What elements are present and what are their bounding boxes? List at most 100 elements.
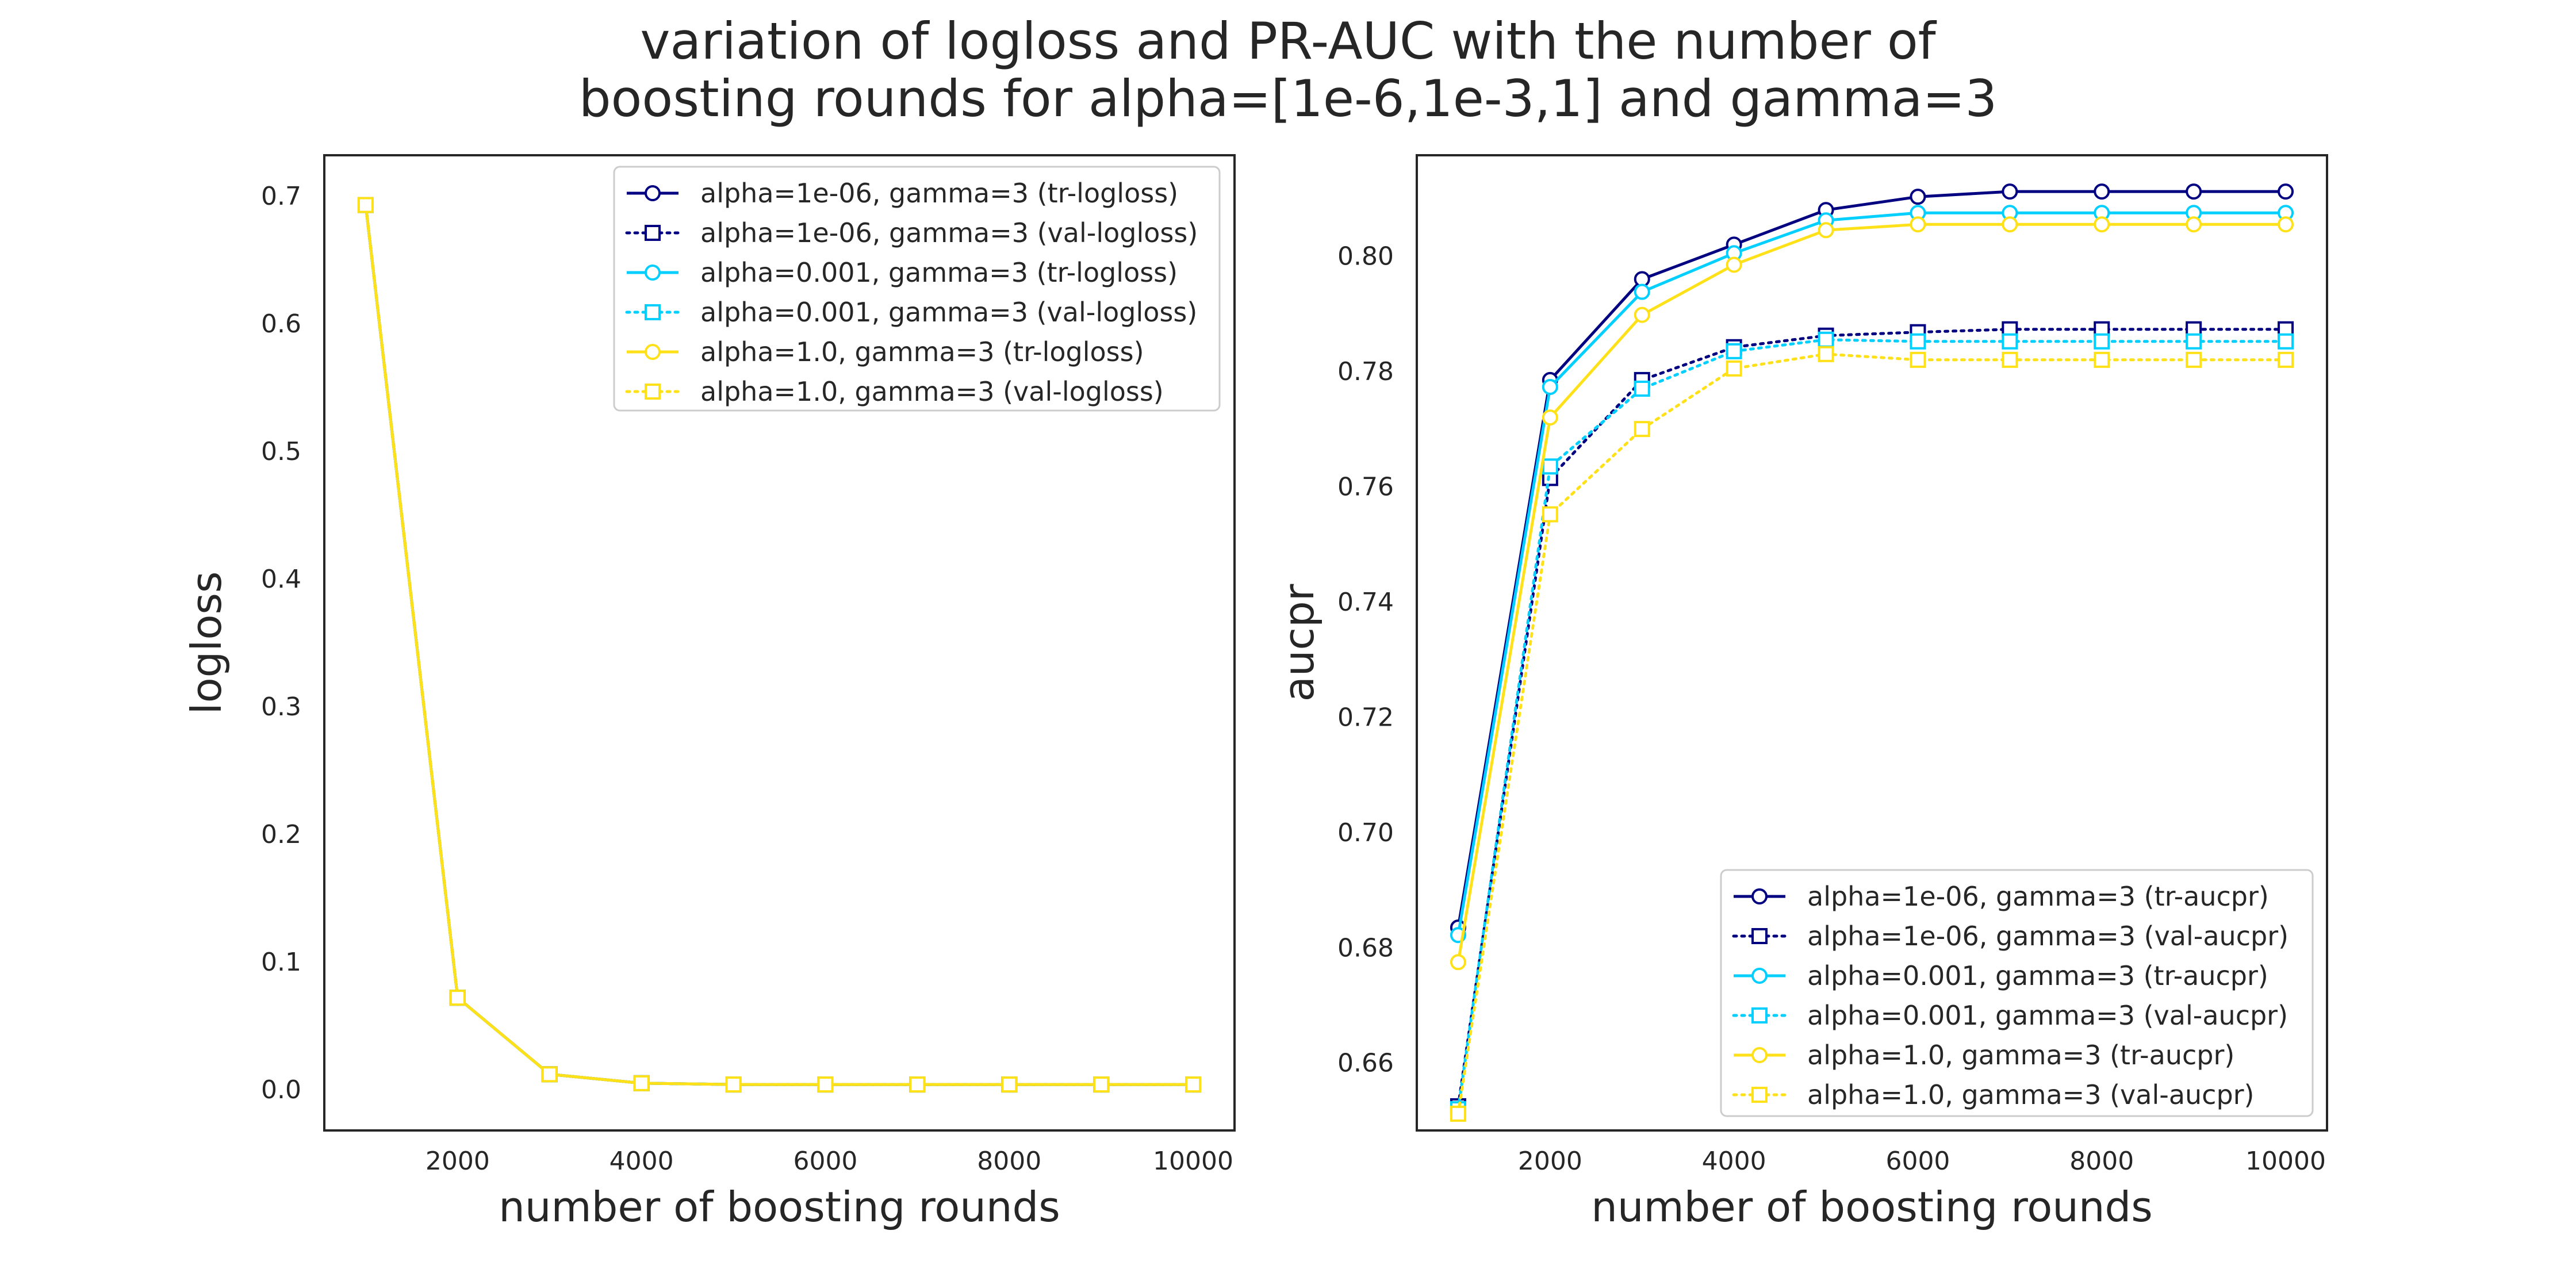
axes-frame: [323, 154, 1236, 1132]
data-point: [2278, 216, 2294, 233]
legend-entry-label: alpha=0.001, gamma=3 (val-aucpr): [1807, 1000, 2288, 1031]
data-point: [2186, 216, 2202, 233]
legend: alpha=1e-06, gamma=3 (tr-aucpr) alpha=1e-…: [1720, 869, 2314, 1117]
x-tick-label: 8000: [2069, 1147, 2134, 1176]
legend-entry-label: alpha=1.0, gamma=3 (val-logloss): [700, 376, 1164, 407]
data-point: [2278, 183, 2294, 200]
data-point: [1450, 1105, 1466, 1122]
y-tick-label: 0.6: [261, 309, 301, 339]
legend-entry-label: alpha=0.001, gamma=3 (tr-aucpr): [1807, 960, 2268, 991]
legend-marker: [1751, 968, 1768, 984]
legend-entry-label: alpha=1.0, gamma=3 (tr-aucpr): [1807, 1040, 2234, 1071]
series-line: [1456, 190, 2286, 928]
data-point: [1910, 216, 1926, 233]
data-point: [2002, 216, 2018, 233]
series-line: [364, 204, 1195, 1086]
legend-marker: [1751, 1047, 1768, 1063]
data-point: [1542, 409, 1558, 426]
data-point: [1185, 1076, 1202, 1093]
x-tick-label: 4000: [610, 1147, 674, 1176]
series-line: [1456, 223, 2286, 963]
axes-frame: [1416, 154, 2328, 1132]
data-point: [2094, 183, 2110, 200]
data-point: [909, 1076, 926, 1093]
legend-entry-label: alpha=1.0, gamma=3 (val-aucpr): [1807, 1079, 2255, 1110]
data-point: [2278, 333, 2294, 350]
y-tick-label: 0.0: [261, 1075, 301, 1105]
x-tick-label: 4000: [1702, 1147, 1766, 1176]
y-axis-label: aucpr: [1275, 584, 1323, 702]
data-point: [2002, 183, 2018, 200]
data-point: [1634, 306, 1650, 323]
data-point: [2094, 351, 2110, 368]
data-point: [1818, 346, 1834, 362]
legend-entry-label: alpha=0.001, gamma=3 (tr-logloss): [700, 257, 1178, 288]
x-axis-label: number of boosting rounds: [1591, 1183, 2153, 1231]
y-tick-label: 0.5: [261, 437, 301, 466]
data-point: [1818, 331, 1834, 348]
legend-marker: [645, 384, 661, 400]
data-point: [1542, 378, 1558, 395]
data-point: [1634, 421, 1650, 438]
x-tick-label: 10000: [2245, 1147, 2326, 1176]
legend-frame: [1720, 869, 2314, 1117]
data-point: [541, 1066, 558, 1083]
legend: alpha=1e-06, gamma=3 (tr-logloss) alpha=1…: [613, 166, 1221, 412]
data-point: [1910, 351, 1926, 368]
data-point: [2002, 351, 2018, 368]
legend-entry-label: alpha=1e-06, gamma=3 (val-logloss): [700, 217, 1198, 248]
legend-marker: [645, 225, 661, 241]
y-tick-label: 0.7: [261, 182, 301, 211]
data-point: [1542, 458, 1558, 475]
data-point: [2278, 351, 2294, 368]
series-line: [1456, 338, 2287, 1111]
y-tick-label: 0.76: [1337, 472, 1394, 501]
data-point: [1726, 360, 1742, 377]
data-point: [1726, 343, 1742, 359]
data-point: [2094, 333, 2110, 350]
legend-frame: [613, 166, 1221, 412]
data-point: [1910, 189, 1926, 205]
data-point: [2094, 216, 2110, 233]
y-tick-label: 0.70: [1337, 818, 1394, 848]
series-6: [1450, 346, 2294, 1122]
data-point: [633, 1075, 650, 1091]
y-tick-label: 0.78: [1337, 357, 1394, 386]
legend-marker: [645, 304, 661, 320]
legend-marker: [1751, 1087, 1768, 1103]
x-tick-label: 8000: [977, 1147, 1041, 1176]
data-point: [1001, 1076, 1018, 1093]
x-axis-label: number of boosting rounds: [499, 1183, 1060, 1231]
series-line: [1456, 352, 2287, 1116]
data-point: [357, 197, 374, 213]
x-tick-label: 10000: [1153, 1147, 1233, 1176]
y-tick-label: 0.68: [1337, 933, 1394, 963]
legend-marker: [1751, 888, 1768, 904]
data-point: [1818, 222, 1834, 239]
y-tick-label: 0.66: [1337, 1049, 1394, 1078]
legend-entry-label: alpha=1.0, gamma=3 (tr-logloss): [700, 336, 1144, 367]
data-point: [817, 1076, 834, 1093]
plots-container: 2000 4000 6000 8000 10000 0.0 0.1 0.2 0.3 0.4 0.5 0…: [182, 154, 2328, 1231]
y-axis-label: logloss: [182, 572, 231, 715]
legend-marker: [1751, 928, 1768, 944]
y-tick-label: 0.74: [1337, 588, 1394, 617]
subplot-1: 2000 4000 6000 8000 10000 0.0 0.1 0.2 0.3 0.4 0.5 0…: [182, 154, 1236, 1231]
data-point: [1634, 283, 1650, 300]
figure-title-line-1: variation of logloss and PR-AUC with the…: [640, 12, 1937, 71]
x-tick-label: 6000: [793, 1147, 857, 1176]
series-5: [1450, 216, 2294, 971]
data-point: [1093, 1076, 1110, 1093]
data-point: [1726, 256, 1742, 273]
series-1: [1450, 183, 2294, 936]
figure-title-line-2: boosting rounds for alpha=[1e-6,1e-3,1] …: [579, 69, 1998, 128]
legend-marker: [645, 344, 661, 360]
data-point: [1910, 333, 1926, 350]
x-tick-label: 2000: [1518, 1147, 1582, 1176]
legend-entry-label: alpha=1e-06, gamma=3 (val-aucpr): [1807, 921, 2288, 952]
series-line: [1456, 211, 2286, 936]
data-point: [1450, 954, 1466, 971]
legend-marker: [645, 264, 661, 281]
